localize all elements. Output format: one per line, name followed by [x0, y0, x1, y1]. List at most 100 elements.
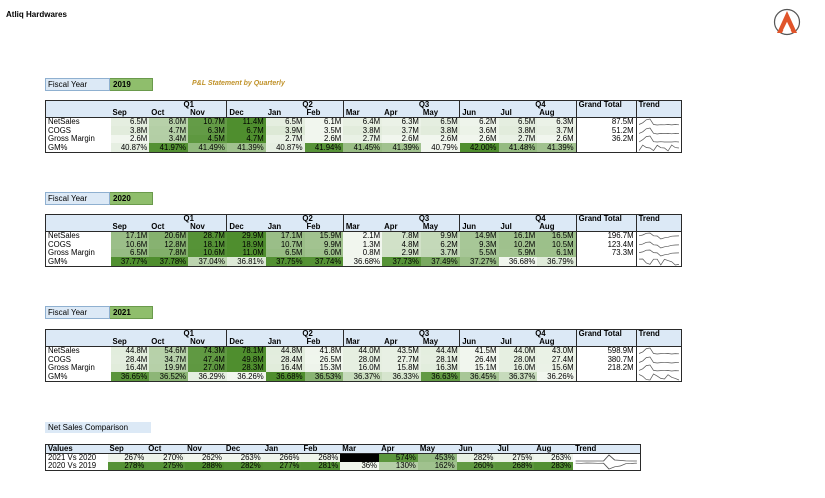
value-cell: 2.9M — [382, 248, 421, 258]
quarter-header: Q3 — [342, 329, 460, 339]
row-label: 2021 Vs 2020 — [48, 453, 97, 463]
value-cell: 9.3M — [459, 240, 499, 249]
month-header: Aug — [537, 223, 577, 233]
grand-total-header: Grand Total — [575, 329, 637, 339]
value-cell: 277% — [262, 462, 302, 471]
value-cell: 130% — [379, 462, 418, 471]
value-cell: 36.68% — [498, 257, 538, 267]
net-sales-comparison-table: Values Sep Oct Nov Dec Jan Feb Mar Apr May Jun Jul A… — [45, 444, 641, 472]
value-cell: 20.6M — [149, 231, 189, 241]
quarter-header: Q1 — [110, 329, 227, 339]
month-header: Dec — [223, 444, 263, 454]
value-cell: 19.9M — [149, 363, 189, 373]
value-cell: 6.5M — [265, 248, 305, 258]
value-cell: 2.6M — [304, 134, 344, 144]
value-cell: 11.4M — [226, 117, 266, 127]
value-cell: 15.9M — [304, 231, 344, 241]
value-cell: 3.7M — [420, 248, 460, 258]
grand-total-cell: 51.2M — [575, 126, 637, 135]
value-cell: 281% — [301, 462, 341, 471]
trend-sparkline — [638, 118, 679, 126]
month-header: Jun — [459, 109, 499, 119]
table-row: GM% 40.87% 41.97% 41.49% 41.39% 40.87% 41.94% 4… — [46, 143, 682, 153]
value-cell: 7.8M — [149, 248, 189, 258]
value-cell: 36.79% — [537, 257, 577, 267]
month-header: Jun — [459, 338, 499, 348]
value-cell: 44.8M — [110, 346, 150, 356]
value-cell: 267% — [107, 453, 147, 463]
trend-header: Trend — [635, 100, 682, 110]
value-cell: 41.39% — [226, 143, 266, 153]
value-cell: 36.63% — [420, 372, 460, 382]
month-header: Jan — [265, 109, 305, 119]
row-label: COGS — [48, 355, 71, 364]
value-cell: 36.52% — [149, 372, 189, 382]
month-header: May — [420, 338, 460, 348]
value-cell: 27.0M — [188, 363, 227, 373]
grand-total-cell: 380.7M — [575, 355, 637, 364]
trend-sparkline — [638, 143, 679, 152]
value-cell: 37.74% — [304, 257, 344, 267]
table-row: COGS 10.6M 12.8M 18.1M 18.9M 10.7M 9.9M 1.3M 4.8… — [46, 240, 682, 249]
value-cell: 28.4M — [265, 355, 305, 364]
month-header: Feb — [304, 223, 344, 233]
value-cell: 41.97% — [149, 143, 189, 153]
month-header: Sep — [110, 223, 150, 233]
value-cell: 453% — [417, 453, 457, 463]
value-cell: 266% — [262, 453, 302, 463]
value-cell: 2.6M — [459, 134, 499, 144]
value-cell: 2.6M — [382, 134, 421, 144]
value-cell: 49.8M — [226, 355, 266, 364]
table-row: NetSales 44.8M 54.6M 74.3M 78.1M 44.8M 41.8M 44… — [46, 346, 682, 356]
month-header: Jul — [495, 444, 535, 454]
fiscal-year-value: 2020 — [110, 192, 153, 205]
value-cell: 262% — [185, 453, 224, 463]
value-cell: 28.4M — [110, 355, 150, 364]
pl-table-2020: Q1 Q2 Q3 Q4 Grand Total Trend Sep Oct Nov Dec Jan F… — [45, 214, 682, 267]
value-cell: 4.7M — [226, 134, 266, 144]
trend-header: Trend — [573, 444, 641, 454]
value-cell: 5.5M — [459, 248, 499, 258]
value-cell: 34.7M — [149, 355, 189, 364]
value-cell: 27.7M — [382, 355, 421, 364]
trend-sparkline — [575, 454, 637, 462]
value-cell: 6.5M — [498, 117, 538, 127]
value-cell: 10.7M — [188, 117, 227, 127]
value-cell: 16.0M — [498, 363, 538, 373]
month-header: Nov — [188, 338, 227, 348]
value-cell: 7.8M — [382, 231, 421, 241]
quarter-header: Q4 — [459, 100, 577, 110]
report-subtitle: P&L Statement by Quarterly — [192, 80, 285, 87]
value-cell: 40.87% — [110, 143, 150, 153]
month-header: Sep — [110, 338, 150, 348]
quarter-header: Q1 — [110, 100, 227, 110]
value-cell: 41.94% — [304, 143, 344, 153]
month-header: Jan — [265, 223, 305, 233]
value-cell: 27.4M — [537, 355, 577, 364]
value-cell: 6.1M — [304, 117, 344, 127]
month-header: May — [420, 223, 460, 233]
value-cell: 1.3M — [343, 240, 383, 249]
trend-sparkline — [575, 462, 638, 470]
value-cell: 37.78% — [149, 257, 189, 267]
value-cell: 8.0M — [149, 117, 189, 127]
table-row: GM% 36.65% 36.52% 36.29% 36.26% 36.68% 36.53% 3… — [46, 372, 682, 382]
value-cell: 6.3M — [188, 126, 227, 135]
value-cell: 3.5M — [304, 126, 344, 135]
value-cell: 270% — [146, 453, 186, 463]
value-cell: 16.4M — [265, 363, 305, 373]
fiscal-year-value: 2019 — [110, 78, 153, 91]
value-cell: 28.7M — [188, 231, 227, 241]
month-header: Feb — [304, 109, 344, 119]
value-cell: 275% — [495, 453, 535, 463]
value-cell: 36.68% — [343, 257, 383, 267]
trend-sparkline — [638, 364, 679, 372]
month-header: Mar — [340, 444, 380, 454]
value-cell: 42.00% — [459, 143, 499, 153]
grand-total-cell — [575, 372, 637, 382]
month-header-row: Sep Oct Nov Dec Jan Feb Mar Apr May Jun Jul Aug — [45, 109, 682, 119]
trend-sparkline — [638, 373, 679, 380]
value-cell: 36.33% — [382, 372, 421, 382]
trend-sparkline — [638, 241, 679, 248]
row-label: NetSales — [48, 117, 80, 127]
